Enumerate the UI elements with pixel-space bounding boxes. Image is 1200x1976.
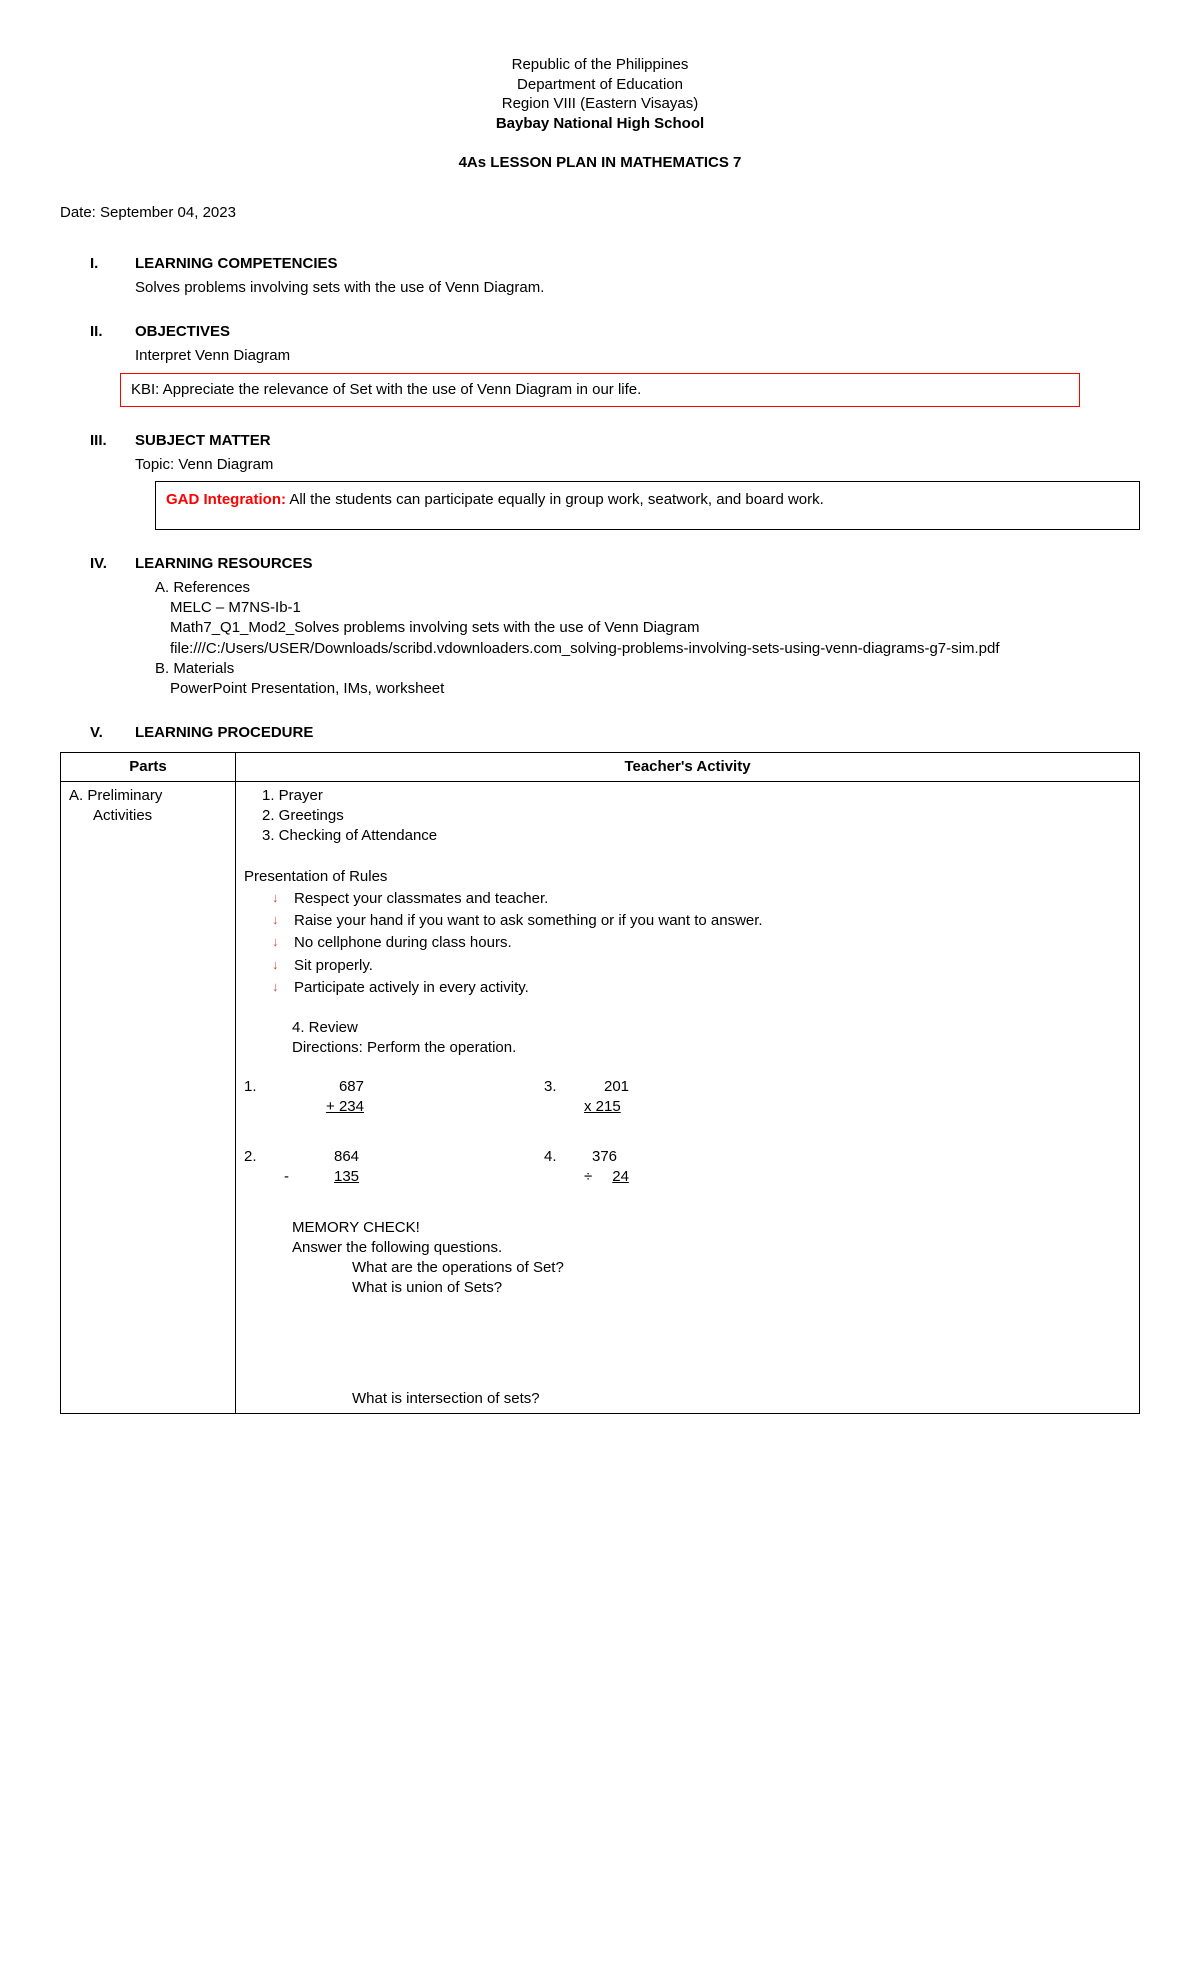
p3-num: 3. xyxy=(544,1077,584,1118)
title-resources: LEARNING RESOURCES xyxy=(135,554,1140,574)
text-objectives: Interpret Venn Diagram xyxy=(135,346,1140,366)
header-line-1: Republic of the Philippines xyxy=(60,55,1140,75)
memory-q3: What is intersection of sets? xyxy=(244,1389,1131,1409)
rule-item: ↓ Respect your classmates and teacher. xyxy=(272,889,1131,909)
bullet-icon: ↓ xyxy=(272,911,294,929)
roman-i: I. xyxy=(60,254,135,299)
roman-ii: II. xyxy=(60,322,135,367)
header-line-2: Department of Education xyxy=(60,75,1140,95)
section-resources: IV. LEARNING RESOURCES A. References MEL… xyxy=(60,554,1140,700)
th-activity: Teacher's Activity xyxy=(236,752,1140,781)
title-procedure: LEARNING PROCEDURE xyxy=(135,723,1140,743)
p2-b: 135 xyxy=(314,1167,394,1187)
header-school: Baybay National High School xyxy=(60,114,1140,134)
procedure-table: Parts Teacher's Activity A. Preliminary … xyxy=(60,752,1140,1414)
date-line: Date: September 04, 2023 xyxy=(60,203,1140,223)
act-2: 2. Greetings xyxy=(244,806,1131,826)
rules-list: ↓ Respect your classmates and teacher. ↓… xyxy=(244,889,1131,998)
rule-item: ↓ Raise your hand if you want to ask som… xyxy=(272,911,1131,931)
memory-title: MEMORY CHECK! xyxy=(292,1218,1131,1238)
ref-a: A. References xyxy=(135,578,1140,598)
p4-op: ÷ xyxy=(584,1167,600,1187)
gad-text: All the students can participate equally… xyxy=(286,491,824,508)
p1-num: 1. xyxy=(244,1077,284,1118)
document-header: Republic of the Philippines Department o… xyxy=(60,55,1140,133)
p2-a: 864 xyxy=(314,1147,394,1167)
p1-a: 687 xyxy=(284,1077,364,1097)
rule-text: Sit properly. xyxy=(294,956,1131,976)
gad-label: GAD Integration: xyxy=(166,491,286,508)
ref-a1: MELC – M7NS-Ib-1 xyxy=(135,598,1140,618)
math-problems: 1. 687 + 234 3. 201 x 215 xyxy=(244,1077,1131,1188)
rule-text: No cellphone during class hours. xyxy=(294,933,1131,953)
section-subject-matter: III. SUBJECT MATTER Topic: Venn Diagram … xyxy=(60,431,1140,530)
review-dir: Directions: Perform the operation. xyxy=(292,1038,1131,1058)
ref-a3: file:///C:/Users/USER/Downloads/scribd.v… xyxy=(135,639,1140,659)
title-objectives: OBJECTIVES xyxy=(135,322,1140,342)
memory-q2: What is union of Sets? xyxy=(292,1278,1131,1298)
roman-v: V. xyxy=(60,723,135,747)
ref-b: B. Materials xyxy=(135,659,1140,679)
rule-item: ↓ No cellphone during class hours. xyxy=(272,933,1131,953)
rule-text: Raise your hand if you want to ask somet… xyxy=(294,911,1131,931)
rules-title: Presentation of Rules xyxy=(244,867,1131,887)
section-competencies: I. LEARNING COMPETENCIES Solves problems… xyxy=(60,254,1140,299)
rule-text: Respect your classmates and teacher. xyxy=(294,889,1131,909)
review-num: 4. Review xyxy=(292,1018,1131,1038)
bullet-icon: ↓ xyxy=(272,889,294,907)
text-subject-matter: Topic: Venn Diagram xyxy=(135,455,1140,475)
th-parts: Parts xyxy=(61,752,236,781)
title-subject-matter: SUBJECT MATTER xyxy=(135,431,1140,451)
section-objectives: II. OBJECTIVES Interpret Venn Diagram KB… xyxy=(60,322,1140,407)
p4-num: 4. xyxy=(544,1147,584,1188)
title-competencies: LEARNING COMPETENCIES xyxy=(135,254,1140,274)
rule-text: Participate actively in every activity. xyxy=(294,978,1131,998)
review-block: 4. Review Directions: Perform the operat… xyxy=(244,1018,1131,1059)
plan-title: 4As LESSON PLAN IN MATHEMATICS 7 xyxy=(60,153,1140,173)
kbi-box: KBI: Appreciate the relevance of Set wit… xyxy=(120,373,1080,407)
p2-num: 2. xyxy=(244,1147,284,1188)
p1-b: + 234 xyxy=(284,1097,364,1117)
bullet-icon: ↓ xyxy=(272,933,294,951)
act-1: 1. Prayer xyxy=(244,786,1131,806)
p2-op: - xyxy=(284,1147,314,1188)
ref-a2: Math7_Q1_Mod2_Solves problems involving … xyxy=(135,618,1140,638)
memory-block: MEMORY CHECK! Answer the following quest… xyxy=(244,1218,1131,1299)
parts-a: A. Preliminary xyxy=(69,786,227,806)
kbi-text: KBI: Appreciate the relevance of Set wit… xyxy=(131,381,641,398)
roman-iii: III. xyxy=(60,431,135,476)
gad-box: GAD Integration: All the students can pa… xyxy=(155,481,1140,529)
rule-item: ↓ Sit properly. xyxy=(272,956,1131,976)
p4-a: 376 xyxy=(584,1147,629,1167)
p4-b: 24 xyxy=(600,1167,629,1187)
text-competencies: Solves problems involving sets with the … xyxy=(135,278,1140,298)
section-procedure: V. LEARNING PROCEDURE Parts Teacher's Ac… xyxy=(60,723,1140,1414)
roman-iv: IV. xyxy=(60,554,135,700)
p3-a: 201 xyxy=(584,1077,664,1097)
rule-item: ↓ Participate actively in every activity… xyxy=(272,978,1131,998)
activity-cell: 1. Prayer 2. Greetings 3. Checking of At… xyxy=(236,781,1140,1413)
p3-b: x 215 xyxy=(584,1097,664,1117)
bullet-icon: ↓ xyxy=(272,956,294,974)
memory-dir: Answer the following questions. xyxy=(292,1238,1131,1258)
header-line-3: Region VIII (Eastern Visayas) xyxy=(60,94,1140,114)
ref-b1: PowerPoint Presentation, IMs, worksheet xyxy=(135,679,1140,699)
parts-a2: Activities xyxy=(69,806,227,826)
act-3: 3. Checking of Attendance xyxy=(244,826,1131,846)
parts-cell: A. Preliminary Activities xyxy=(61,781,236,1413)
memory-q1: What are the operations of Set? xyxy=(292,1258,1131,1278)
bullet-icon: ↓ xyxy=(272,978,294,996)
